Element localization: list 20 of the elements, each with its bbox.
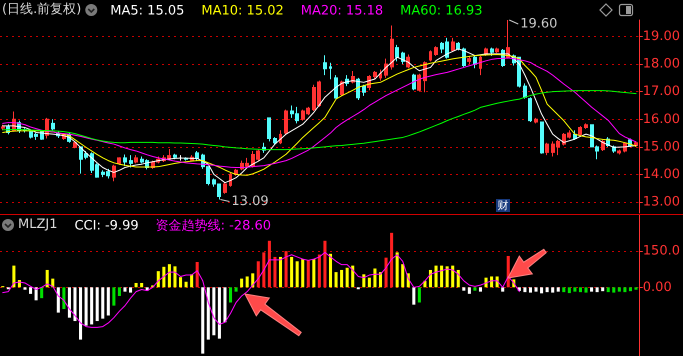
y-tick-label: 13.00: [642, 194, 680, 210]
y-tick-label: 150.0: [642, 244, 680, 259]
y-tick-label: 19.00: [642, 29, 680, 44]
text: MA5: 15.05: [110, 4, 184, 18]
text: 资金趋势线: -28.60: [156, 218, 272, 234]
y-tick-label: 14.00: [642, 166, 680, 182]
annotation: 13.09: [231, 194, 269, 209]
y-tick-label: 0.00: [642, 280, 672, 295]
chart-title: (日线.前复权): [2, 2, 82, 17]
y-tick-label: 18.00: [642, 56, 680, 72]
annotation: 19.60: [520, 16, 558, 32]
y-tick-label: 17.00: [642, 84, 680, 100]
text: CCI: -9.99: [74, 218, 139, 234]
text: MA60: 16.93: [400, 4, 483, 18]
text: MA10: 15.02: [201, 4, 284, 18]
y-tick-label: 16.00: [642, 112, 680, 127]
chart-title: MLZJ1: [18, 217, 58, 232]
annotation: 财: [498, 199, 508, 212]
text: MA20: 15.18: [300, 4, 384, 18]
y-tick-label: 15.00: [642, 139, 680, 154]
